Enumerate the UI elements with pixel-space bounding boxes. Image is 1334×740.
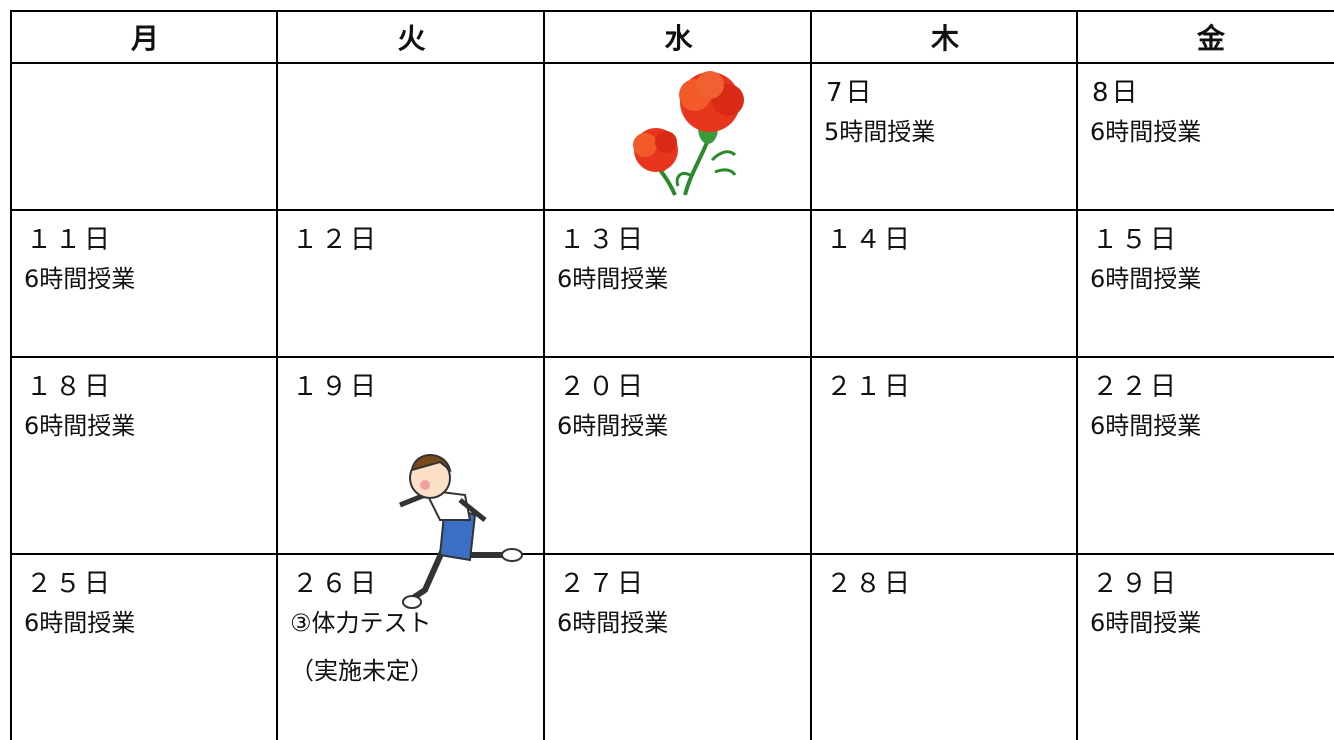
- day-cell: ２６日 ③体力テスト （実施未定）: [276, 553, 545, 740]
- day-header: 月: [10, 10, 278, 62]
- day-cell: ２７日 6時間授業: [543, 553, 812, 740]
- day-cell: １４日: [810, 209, 1078, 358]
- day-header: 木: [810, 10, 1078, 62]
- note: 6時間授業: [1090, 412, 1202, 440]
- note: 5時間授業: [824, 118, 936, 146]
- date: １４日: [826, 225, 914, 255]
- date: ２５日: [26, 569, 114, 599]
- day-cell: １９日: [276, 356, 545, 555]
- day-cell: １５日 6時間授業: [1076, 209, 1334, 358]
- note: 6時間授業: [557, 412, 669, 440]
- date: ２７日: [559, 569, 647, 599]
- date: 7日: [826, 78, 875, 108]
- note: 6時間授業: [1090, 265, 1202, 293]
- day-header: 金: [1076, 10, 1334, 62]
- day-cell: ２８日: [810, 553, 1078, 740]
- date: 8日: [1092, 78, 1141, 108]
- date: ２９日: [1092, 569, 1180, 599]
- date: １８日: [26, 372, 114, 402]
- date: ２６日: [292, 569, 380, 599]
- day-cell: ２９日 6時間授業: [1076, 553, 1334, 740]
- day-cell: [543, 62, 812, 211]
- date: ２１日: [826, 372, 914, 402]
- note: 6時間授業: [557, 609, 669, 637]
- date: １９日: [292, 372, 380, 402]
- note: ③体力テスト: [290, 609, 432, 637]
- date: １３日: [559, 225, 647, 255]
- note: 6時間授業: [1090, 609, 1202, 637]
- day-cell: ２５日 6時間授業: [10, 553, 278, 740]
- date: １２日: [292, 225, 380, 255]
- day-cell: [10, 62, 278, 211]
- day-cell: [276, 62, 545, 211]
- date: ２２日: [1092, 372, 1180, 402]
- note: 6時間授業: [1090, 118, 1202, 146]
- day-cell: １１日 6時間授業: [10, 209, 278, 358]
- day-cell: １８日 6時間授業: [10, 356, 278, 555]
- date: ２８日: [826, 569, 914, 599]
- day-cell: 8日 6時間授業: [1076, 62, 1334, 211]
- note: 6時間授業: [24, 265, 136, 293]
- day-header: 水: [543, 10, 812, 62]
- date: １５日: [1092, 225, 1180, 255]
- note: 6時間授業: [24, 609, 136, 637]
- day-cell: 7日 5時間授業: [810, 62, 1078, 211]
- day-header: 火: [276, 10, 545, 62]
- day-cell: ２２日 6時間授業: [1076, 356, 1334, 555]
- date: ２０日: [559, 372, 647, 402]
- date: １１日: [26, 225, 114, 255]
- day-cell: １３日 6時間授業: [543, 209, 812, 358]
- day-cell: ２１日: [810, 356, 1078, 555]
- note: 6時間授業: [557, 265, 669, 293]
- note: 6時間授業: [24, 412, 136, 440]
- day-cell: １２日: [276, 209, 545, 358]
- day-cell: ２０日 6時間授業: [543, 356, 812, 555]
- note: （実施未定）: [290, 657, 434, 685]
